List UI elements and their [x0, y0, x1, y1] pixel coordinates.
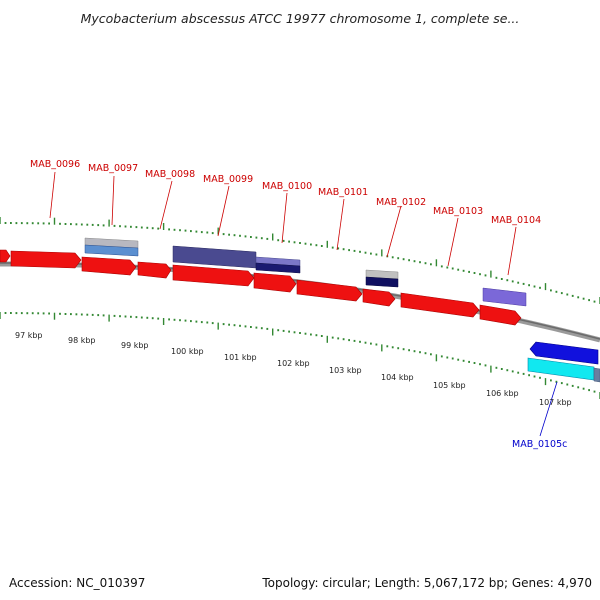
inner-tick-ring — [0, 312, 600, 399]
label-leader-line — [217, 185, 230, 237]
feature-boxes — [84, 237, 527, 307]
reverse-cds-track — [527, 341, 600, 383]
gene-label[interactable]: MAB_0103 — [433, 206, 483, 217]
label-leader-line — [281, 192, 288, 244]
scale-label: 107 kbp — [539, 398, 572, 407]
accession-text: Accession: NC_010397 — [9, 576, 146, 590]
gene-label[interactable]: MAB_0097 — [88, 163, 138, 174]
label-leader-line — [336, 198, 345, 251]
scale-label: 102 kbp — [277, 359, 310, 368]
forward-gene-labels: MAB_0096 MAB_0097 MAB_0098 MAB_0099 MAB_… — [30, 159, 541, 276]
cds-arrow[interactable] — [253, 272, 297, 293]
scale-label: 97 kbp — [15, 331, 43, 340]
gene-label[interactable]: MAB_0100 — [262, 181, 312, 192]
cds-arrow[interactable] — [10, 250, 82, 269]
gene-label[interactable]: MAB_0101 — [318, 187, 368, 198]
topology-text: Topology: circular; Length: 5,067,172 bp… — [262, 576, 592, 590]
scale-label: 101 kbp — [224, 353, 257, 362]
label-leader-line — [539, 381, 558, 437]
label-leader-line — [507, 226, 517, 276]
map-title: Mycobacterium abscessus ATCC 19977 chrom… — [80, 11, 520, 26]
scale-label: 105 kbp — [433, 381, 466, 390]
cds-arrow[interactable] — [362, 288, 396, 307]
scale-label: 103 kbp — [329, 366, 362, 375]
label-leader-line — [111, 175, 115, 226]
outer-tick-ring — [0, 217, 600, 304]
cds-arrow-reverse[interactable] — [529, 341, 599, 365]
gene-label[interactable]: MAB_0099 — [203, 174, 253, 185]
gene-label[interactable]: MAB_0098 — [145, 169, 195, 180]
feature-box-purple-light[interactable] — [482, 287, 527, 307]
gene-label[interactable]: MAB_0102 — [376, 197, 426, 208]
scale-label: 104 kbp — [381, 373, 414, 382]
cds-arrow[interactable] — [0, 249, 11, 263]
feature-box-grey-blue[interactable] — [593, 367, 600, 383]
gene-label[interactable]: MAB_0105c — [512, 439, 567, 450]
label-leader-line — [49, 171, 56, 219]
scale-label: 98 kbp — [68, 336, 96, 345]
scale-label: 106 kbp — [486, 389, 519, 398]
label-leader-line — [447, 217, 459, 267]
feature-box-blue[interactable] — [84, 244, 139, 257]
feature-box-purple[interactable] — [172, 245, 257, 269]
feature-box-navy[interactable] — [255, 262, 301, 274]
cds-arrow[interactable] — [296, 279, 363, 302]
cds-arrow[interactable] — [479, 304, 522, 326]
gene-label[interactable]: MAB_0096 — [30, 159, 80, 170]
label-leader-line — [386, 205, 402, 258]
forward-cds-track — [0, 249, 522, 326]
label-leader-line — [159, 180, 173, 230]
cds-arrow[interactable] — [400, 292, 480, 318]
cds-arrow[interactable] — [137, 261, 172, 279]
feature-box-navy[interactable] — [365, 276, 399, 288]
scale-label: 99 kbp — [121, 341, 149, 350]
cds-arrow[interactable] — [172, 264, 255, 287]
reverse-gene-labels: MAB_0105c — [512, 381, 567, 450]
scale-label: 100 kbp — [171, 347, 204, 356]
scale-labels: 97 kbp 98 kbp 99 kbp 100 kbp 101 kbp 102… — [15, 331, 572, 407]
gene-label[interactable]: MAB_0104 — [491, 215, 541, 226]
cds-arrow[interactable] — [81, 256, 137, 276]
